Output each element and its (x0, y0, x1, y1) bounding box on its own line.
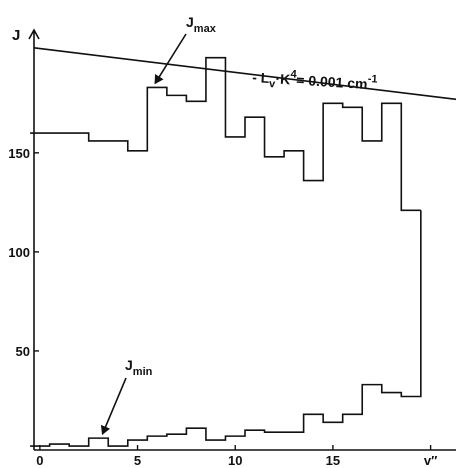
series-jmin-line (30, 210, 422, 447)
y-tick-label: 100 (8, 245, 30, 260)
jmin-label: Jmin (125, 357, 153, 378)
jmax-label-main: J (186, 14, 194, 30)
limit-label-mid: ·K (275, 70, 291, 87)
x-tick-label: v″ (424, 453, 437, 468)
y-tick-label: 50 (16, 344, 30, 359)
y-axis (28, 28, 40, 450)
jmin-label-sub: min (133, 366, 153, 378)
x-tick-label: 15 (326, 453, 340, 468)
limit-label-prefix: - L (252, 69, 270, 86)
jmin-arrow (100, 377, 127, 436)
jmax-label-sub: max (194, 23, 217, 35)
y-axis-title: J (12, 27, 20, 44)
x-tick-label: 10 (228, 453, 242, 468)
x-tick-label: 0 (36, 453, 43, 468)
y-axis-ticks: 50 100 150 (8, 146, 39, 359)
limit-label-unit-sup: -1 (367, 73, 377, 86)
limit-label-sup: 4 (290, 68, 298, 80)
jmin-label-main: J (125, 357, 133, 373)
jmax-label: Jmax (186, 14, 217, 35)
y-tick-label: 150 (8, 146, 30, 161)
x-tick-label: 5 (134, 453, 141, 468)
limit-line (33, 47, 457, 101)
limit-line-label: - Lv·K4= 0.001 cm-1 (252, 66, 378, 97)
x-axis-ticks: 0 5 10 15 v″ (36, 445, 437, 468)
limit-label-suffix: = 0.001 cm (296, 72, 368, 92)
limit-label-sub: v (269, 78, 277, 90)
series-jmax-line (30, 56, 421, 212)
jmax-arrow (154, 33, 187, 85)
